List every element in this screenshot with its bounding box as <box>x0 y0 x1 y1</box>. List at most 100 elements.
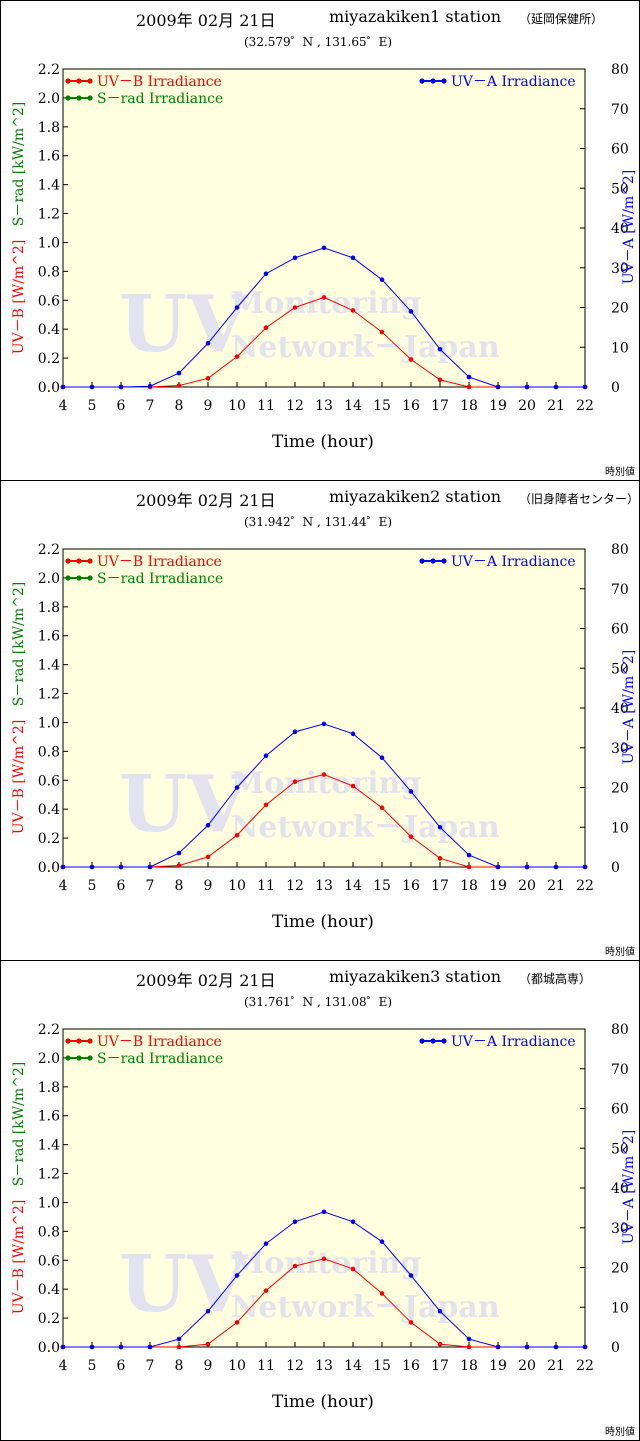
chart-date: 2009年 02月 21日 <box>136 971 276 990</box>
y-right-tick-label: 30 <box>611 1221 629 1237</box>
data-point <box>263 325 269 331</box>
x-tick-label: 7 <box>146 878 155 894</box>
y-right-tick-label: 80 <box>611 1022 629 1038</box>
data-point <box>466 1344 472 1350</box>
x-tick-label: 11 <box>257 1358 275 1374</box>
y-right-tick-label: 60 <box>611 142 629 158</box>
x-tick-label: 12 <box>286 1358 304 1374</box>
legend-label: UV－A Irradiance <box>451 74 576 90</box>
chart-date: 2009年 02月 21日 <box>136 11 276 30</box>
y-right-tick-label: 10 <box>611 820 629 836</box>
y-right-tick-label: 50 <box>611 661 629 677</box>
y-left-tick-label: 0.8 <box>38 264 60 280</box>
y-right-tick-label: 40 <box>611 701 629 717</box>
legend-marker <box>441 1038 447 1044</box>
y-right-tick-label: 70 <box>611 102 629 118</box>
watermark-line1: Monitoring <box>231 766 421 801</box>
data-point <box>408 1320 414 1325</box>
x-tick-label: 8 <box>175 1358 184 1374</box>
data-point <box>350 1266 356 1272</box>
y-left-tick-label: 1.0 <box>38 715 60 731</box>
data-point <box>437 377 443 383</box>
data-point <box>321 295 327 300</box>
y-left-tick-label: 2.0 <box>38 91 60 107</box>
data-point <box>234 305 240 310</box>
x-tick-label: 8 <box>175 878 184 894</box>
y-right-label: UV－A [W/m^2] <box>621 650 637 764</box>
data-point <box>495 1344 501 1350</box>
data-point <box>553 1344 559 1350</box>
x-tick-label: 14 <box>344 1358 362 1374</box>
data-point <box>89 1344 95 1350</box>
y-left-tick-label: 2.2 <box>38 542 60 558</box>
legend-label: UV－B Irradiance <box>97 74 222 90</box>
data-point <box>582 864 588 870</box>
data-point <box>205 1308 211 1314</box>
y-left-tick-label: 1.4 <box>38 658 60 674</box>
y-left-tick-label: 1.0 <box>38 1195 60 1211</box>
data-point <box>379 755 385 760</box>
data-point <box>176 370 182 376</box>
x-tick-label: 9 <box>204 1358 213 1374</box>
y-right-tick-label: 80 <box>611 62 629 78</box>
data-point <box>234 1273 240 1278</box>
plot-area <box>63 69 585 387</box>
y-left-tick-label: 0.0 <box>38 860 60 876</box>
y-left-tick-label: 2.0 <box>38 1051 60 1067</box>
x-tick-label: 14 <box>344 398 362 414</box>
y-left-tick-label: 0.2 <box>38 1311 60 1327</box>
data-point <box>263 802 269 808</box>
y-right-tick-label: 0 <box>611 860 620 876</box>
watermark-big: UV <box>119 1239 249 1330</box>
data-point <box>495 384 501 390</box>
x-tick-label: 13 <box>315 1358 333 1374</box>
y-left-label-srad: S－rad [kW/m^2] <box>11 582 27 706</box>
data-point <box>466 384 472 390</box>
data-point <box>321 245 327 251</box>
data-point <box>263 1288 269 1293</box>
x-tick-label: 12 <box>286 878 304 894</box>
station-place: （都城高専） <box>519 972 592 986</box>
chart-panel-3: 2009年 02月 21日 miyazakiken3 station （都城高専… <box>0 960 640 1441</box>
data-point <box>205 822 211 828</box>
data-point <box>321 772 327 777</box>
data-point <box>408 834 414 839</box>
x-tick-label: 16 <box>402 1358 420 1374</box>
x-tick-label: 5 <box>88 1358 97 1374</box>
y-left-tick-label: 2.2 <box>38 62 60 78</box>
y-right-tick-label: 10 <box>611 340 629 356</box>
x-tick-label: 5 <box>88 878 97 894</box>
legend-marker <box>76 575 82 581</box>
x-tick-label: 20 <box>518 398 536 414</box>
data-point <box>350 783 356 789</box>
data-point <box>379 1291 385 1296</box>
legend-label: S－rad Irradiance <box>97 571 223 587</box>
data-point <box>437 856 443 861</box>
legend-marker <box>65 1055 71 1061</box>
data-point <box>466 1336 472 1342</box>
y-right-tick-label: 20 <box>611 781 629 797</box>
legend-marker <box>430 78 436 84</box>
data-point <box>60 384 66 390</box>
chart-date: 2009年 02月 21日 <box>136 491 276 510</box>
watermark-line1: Monitoring <box>231 286 421 321</box>
footer-label: 時別値 <box>605 467 635 478</box>
data-point <box>408 1273 414 1278</box>
y-left-tick-label: 0.4 <box>38 322 60 338</box>
data-point <box>437 1341 443 1347</box>
data-point <box>176 1344 182 1350</box>
x-tick-label: 8 <box>175 398 184 414</box>
data-point <box>379 329 385 335</box>
data-point <box>408 309 414 314</box>
data-point <box>60 864 66 870</box>
legend-label: S－rad Irradiance <box>97 1051 223 1067</box>
x-tick-label: 17 <box>431 1358 449 1374</box>
x-tick-label: 16 <box>402 398 420 414</box>
data-point <box>234 832 240 838</box>
x-axis-label: Time (hour) <box>272 912 374 932</box>
x-tick-label: 21 <box>547 1358 565 1374</box>
x-tick-label: 10 <box>228 1358 246 1374</box>
watermark-line2: Network－Japan <box>231 810 500 845</box>
x-tick-label: 10 <box>228 878 246 894</box>
